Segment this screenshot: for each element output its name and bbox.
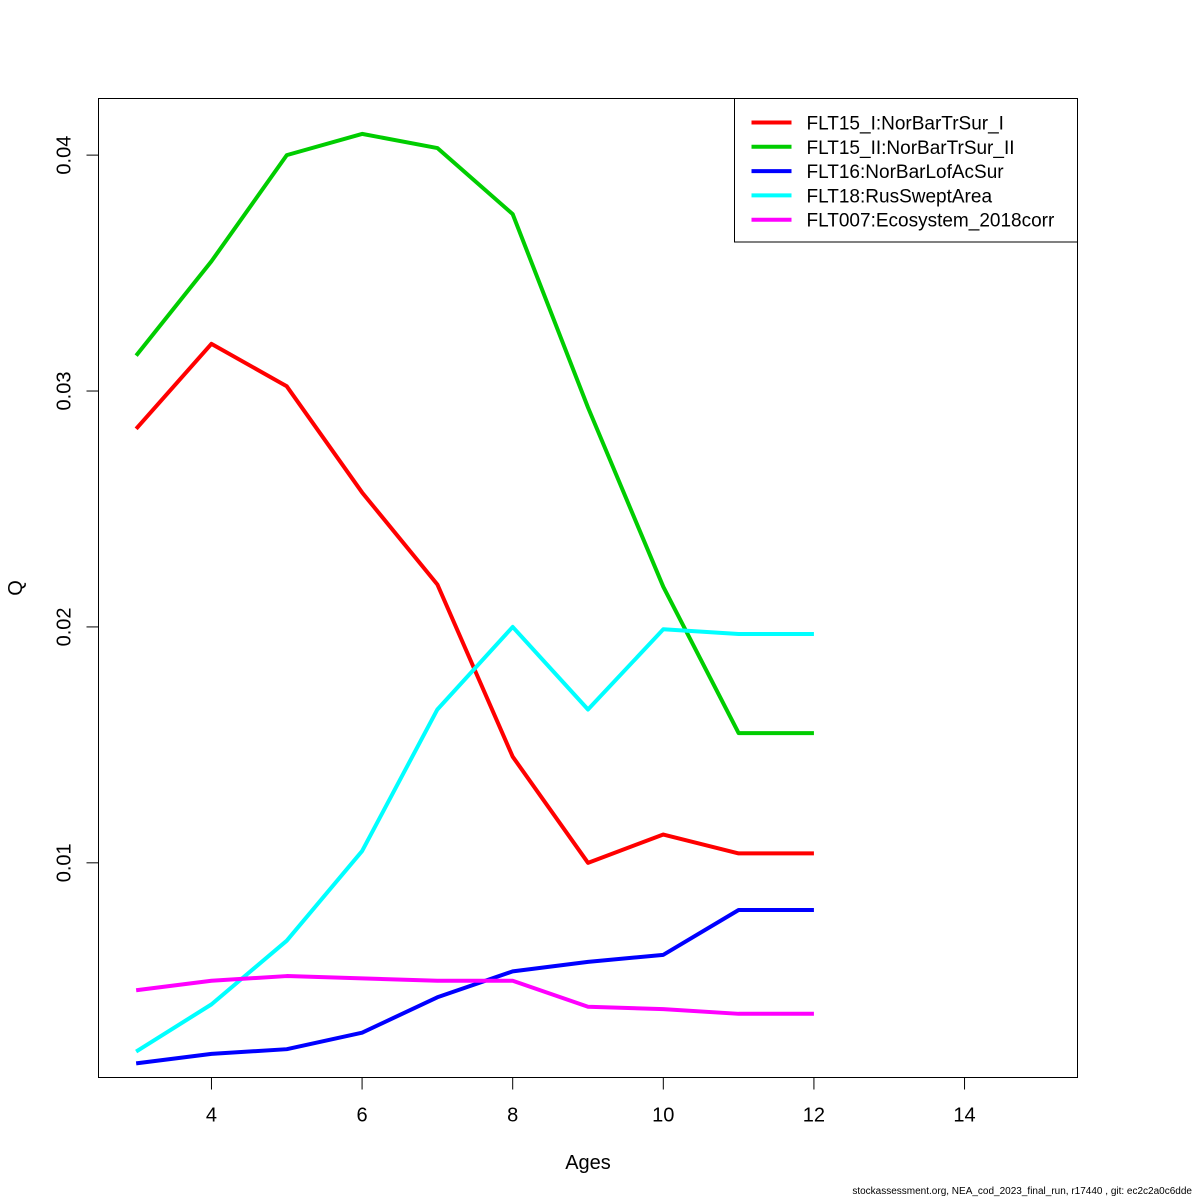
y-axis: 0.01 0.02 0.03 0.04 bbox=[54, 136, 99, 882]
x-axis-label: Ages bbox=[565, 1152, 611, 1174]
y-tick-label: 0.03 bbox=[54, 372, 76, 411]
y-tick-label: 0.02 bbox=[54, 607, 76, 646]
x-axis: 4 6 8 10 12 14 bbox=[206, 1077, 976, 1127]
y-axis-label: Q bbox=[5, 580, 27, 596]
x-tick-label: 12 bbox=[803, 1105, 825, 1127]
legend-box bbox=[734, 98, 1078, 243]
x-tick-label: 4 bbox=[206, 1105, 217, 1127]
series-line-1 bbox=[134, 341, 814, 865]
x-tick-label: 10 bbox=[652, 1105, 674, 1127]
series-line-5 bbox=[135, 974, 814, 1016]
legend: FLT15_I:NorBarTrSur_I FLT15_II:NorBarTrSu… bbox=[734, 98, 1078, 243]
y-tick-label: 0.04 bbox=[54, 136, 76, 175]
series-line-3 bbox=[135, 908, 814, 1066]
plot-box bbox=[98, 98, 1078, 1078]
x-tick-label: 8 bbox=[507, 1105, 518, 1127]
x-tick-label: 14 bbox=[953, 1105, 975, 1127]
series-line-2 bbox=[134, 131, 814, 736]
footer-credit: stockassessment.org, NEA_cod_2023_final_… bbox=[852, 1186, 1192, 1197]
series-layer bbox=[134, 131, 814, 1066]
legend-label-1: FLT15_I:NorBarTrSur_I bbox=[807, 114, 1004, 135]
legend-label-5: FLT007:Ecosystem_2018corr bbox=[807, 211, 1055, 232]
legend-label-2: FLT15_II:NorBarTrSur_II bbox=[807, 138, 1015, 159]
legend-label-4: FLT18:RusSweptArea bbox=[807, 186, 993, 207]
legend-label-3: FLT16:NorBarLofAcSur bbox=[807, 162, 1005, 183]
y-tick-label: 0.01 bbox=[54, 843, 76, 882]
x-tick-label: 6 bbox=[357, 1105, 368, 1127]
series-line-4 bbox=[135, 624, 814, 1054]
